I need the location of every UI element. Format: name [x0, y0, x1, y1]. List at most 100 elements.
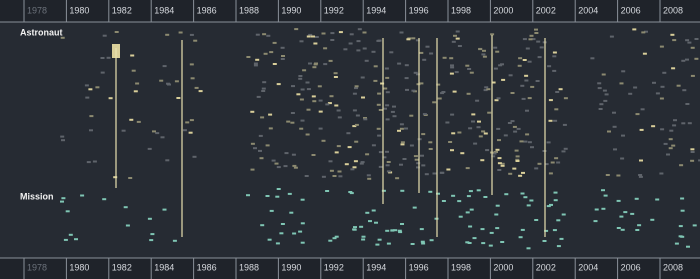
activity-mark [420, 154, 424, 157]
activity-mark [327, 102, 332, 105]
activity-mark [300, 241, 305, 244]
activity-mark [318, 127, 323, 130]
activity-mark [383, 87, 388, 90]
activity-mark [377, 134, 382, 137]
activity-mark [385, 229, 390, 232]
activity-mark [356, 40, 361, 43]
activity-mark [410, 243, 415, 245]
activity-mark [448, 141, 453, 143]
activity-mark [483, 132, 488, 135]
activity-mark [281, 55, 285, 57]
activity-mark [466, 195, 471, 198]
activity-mark [352, 125, 357, 128]
activity-mark [441, 91, 446, 93]
activity-mark [534, 219, 539, 221]
activity-mark [393, 229, 398, 232]
activity-mark [133, 90, 138, 93]
activity-mark [321, 175, 326, 178]
year-label: 2002 [536, 5, 556, 15]
activity-mark [294, 28, 299, 31]
activity-mark [612, 111, 616, 114]
activity-mark [478, 135, 483, 138]
activity-mark [453, 34, 457, 37]
activity-mark [660, 85, 665, 88]
activity-mark [542, 240, 547, 242]
activity-mark [269, 51, 274, 54]
activity-mark [308, 62, 312, 65]
activity-mark [268, 113, 273, 116]
activity-mark [487, 111, 492, 114]
activity-mark [192, 155, 197, 158]
activity-mark [411, 37, 416, 40]
activity-mark [276, 83, 281, 86]
activity-mark [283, 165, 288, 168]
activity-mark [296, 93, 301, 96]
year-label: 2004 [578, 262, 598, 272]
activity-mark [313, 63, 318, 66]
activity-mark [512, 167, 517, 170]
activity-mark [500, 162, 505, 165]
activity-mark [534, 28, 538, 31]
year-label: 2008 [663, 262, 683, 272]
activity-mark [419, 51, 424, 54]
activity-mark [352, 109, 357, 112]
activity-mark [267, 238, 272, 241]
year-label: 1996 [409, 262, 429, 272]
activity-mark [302, 69, 307, 72]
activity-mark [397, 129, 401, 132]
activity-mark [687, 122, 692, 125]
year-label: 1980 [69, 5, 89, 15]
activity-mark [518, 57, 523, 60]
activity-mark [188, 131, 193, 134]
activity-mark [348, 42, 353, 45]
activity-mark [65, 210, 70, 213]
activity-mark [174, 80, 179, 83]
activity-mark [291, 153, 296, 156]
activity-mark [363, 117, 367, 119]
activity-mark [481, 53, 486, 56]
activity-mark [601, 207, 606, 210]
activity-mark [405, 88, 409, 91]
activity-mark [497, 139, 501, 142]
activity-mark [260, 224, 265, 227]
activity-mark [471, 113, 476, 116]
activity-mark [528, 38, 533, 41]
activity-mark [299, 40, 304, 43]
activity-mark [123, 206, 128, 209]
activity-mark [390, 229, 395, 232]
activity-mark [412, 206, 417, 209]
activity-mark [450, 64, 454, 67]
activity-mark [500, 63, 504, 66]
activity-mark [338, 175, 343, 178]
activity-mark [377, 39, 382, 42]
activity-mark [562, 123, 567, 126]
activity-mark [639, 159, 643, 162]
activity-mark [255, 58, 260, 61]
activity-mark [349, 192, 354, 195]
activity-mark [419, 228, 424, 231]
activity-mark [607, 130, 611, 133]
activity-mark [554, 108, 559, 111]
activity-mark [353, 226, 357, 229]
activity-mark [113, 176, 118, 179]
activity-mark [681, 59, 686, 62]
activity-mark [167, 83, 171, 86]
spans [115, 35, 546, 237]
activity-mark [323, 63, 328, 66]
activity-mark [544, 229, 549, 232]
activity-mark [451, 132, 456, 135]
activity-mark [490, 33, 495, 36]
activity-mark [189, 63, 194, 66]
activity-mark [599, 103, 604, 106]
activity-mark [694, 57, 699, 60]
activity-mark [620, 157, 625, 160]
activity-mark [334, 151, 339, 154]
activity-mark [519, 140, 524, 143]
year-label: 1988 [239, 5, 259, 15]
activity-mark [529, 34, 534, 37]
activity-mark [521, 171, 525, 174]
activity-mark [381, 189, 386, 192]
activity-mark [399, 123, 404, 126]
activity-mark [313, 42, 318, 45]
activity-mark [497, 157, 502, 160]
